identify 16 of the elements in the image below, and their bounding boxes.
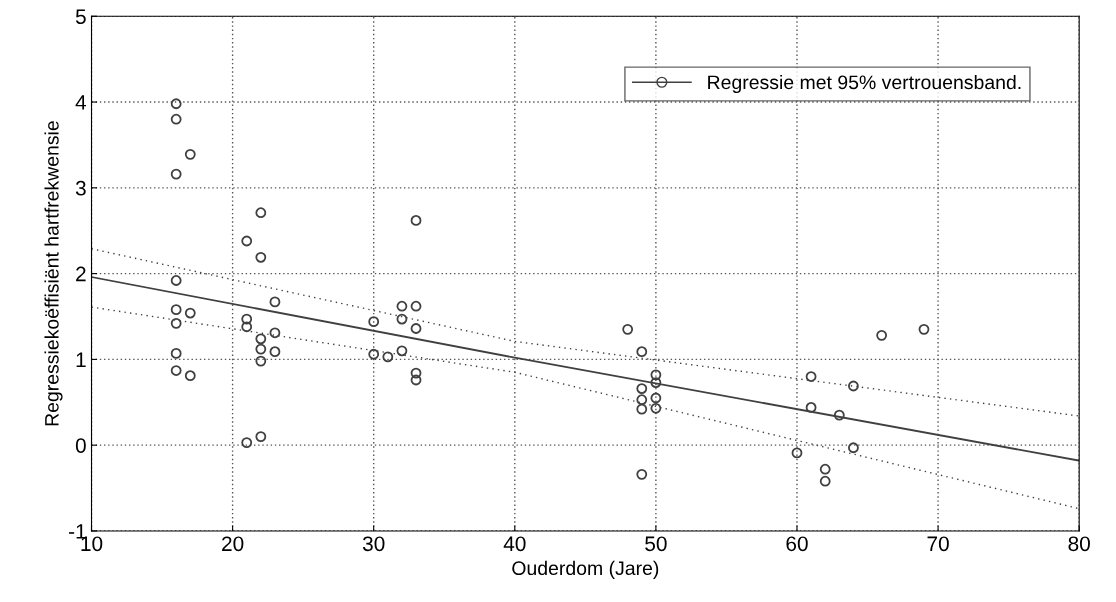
x-tick-label: 30	[362, 536, 385, 552]
y-tick-label: 1	[76, 352, 86, 367]
y-tick-label: 2	[76, 266, 86, 282]
x-tick-label: 80	[1068, 536, 1090, 552]
y-tick-label: 5	[75, 9, 86, 25]
x-axis-title: Ouderdom (Jare)	[512, 560, 659, 579]
y-tick-label: 0	[75, 438, 86, 453]
x-tick-label: 70	[927, 536, 949, 552]
legend-label: Regressie met 95% vertrouensband.	[708, 74, 1021, 94]
x-tick-label: 40	[503, 536, 526, 552]
x-tick-label: 20	[222, 536, 244, 552]
y-axis-title: Regressiekoëffisiënt hartfrekwensie	[44, 121, 63, 426]
x-tick-label: 60	[786, 536, 808, 552]
y-tick-label: 3	[75, 180, 86, 196]
y-tick-label: 4	[75, 95, 87, 110]
x-tick-label: 50	[645, 536, 667, 552]
